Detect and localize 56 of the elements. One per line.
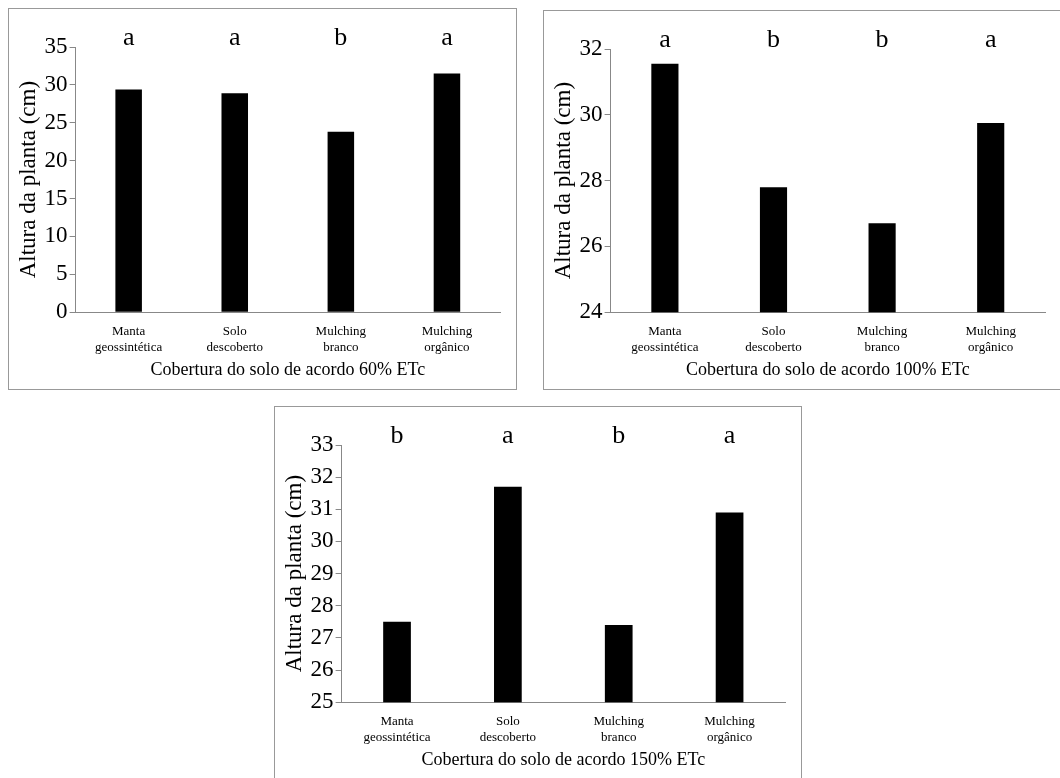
annotation: b bbox=[390, 419, 404, 449]
y-tick-label: 25 bbox=[310, 688, 334, 714]
annotation: a bbox=[984, 23, 997, 53]
x-tick-label: Solo descoberto bbox=[206, 323, 263, 355]
y-axis-title: Altura da planta (cm) bbox=[280, 474, 306, 673]
annotation: a bbox=[723, 419, 736, 449]
y-tick-label: 10 bbox=[44, 222, 68, 248]
y-tick-label: 20 bbox=[44, 146, 68, 172]
y-tick-label: 30 bbox=[579, 100, 603, 126]
x-axis-title: Cobertura do solo de acordo 100% ETc bbox=[685, 358, 970, 379]
y-tick-label: 26 bbox=[579, 232, 603, 258]
x-tick-label: Mulching orgânico bbox=[965, 323, 1017, 355]
annotation: a bbox=[228, 21, 241, 51]
annotation: a bbox=[441, 21, 454, 51]
y-tick-label: 32 bbox=[310, 463, 334, 489]
y-axis-title: Altura da planta (cm) bbox=[14, 80, 40, 279]
x-axis-title: Cobertura do solo de acordo 60% ETc bbox=[150, 358, 426, 379]
y-tick-label: 32 bbox=[579, 35, 603, 61]
y-tick-label: 24 bbox=[579, 298, 604, 324]
annotation: b bbox=[612, 419, 626, 449]
x-axis-title: Cobertura do solo de acordo 150% ETc bbox=[421, 748, 706, 769]
annotation: b bbox=[767, 23, 780, 53]
x-tick-label: Solo descoberto bbox=[745, 323, 802, 355]
x-tick-label: Manta geossintética bbox=[363, 713, 431, 745]
annotation: a bbox=[659, 23, 672, 53]
y-tick-label: 29 bbox=[310, 559, 334, 585]
y-tick-label: 31 bbox=[310, 495, 334, 521]
y-tick-label: 35 bbox=[44, 33, 68, 59]
x-tick-label: Solo descoberto bbox=[479, 713, 537, 745]
bar bbox=[115, 89, 142, 312]
bar bbox=[221, 93, 249, 312]
y-tick-label: 33 bbox=[310, 431, 334, 457]
bar bbox=[433, 73, 461, 312]
y-tick-label: 15 bbox=[44, 184, 68, 210]
annotation: b bbox=[334, 21, 348, 51]
bar bbox=[327, 131, 355, 312]
annotation: a bbox=[122, 21, 135, 51]
x-tick-label: Mulching branco bbox=[315, 323, 367, 355]
x-tick-label: Mulching branco bbox=[593, 713, 645, 745]
y-tick-label: 5 bbox=[56, 260, 68, 286]
x-tick-label: Mulching branco bbox=[856, 323, 908, 355]
y-tick-label: 26 bbox=[310, 656, 334, 682]
x-tick-label: Manta geossintética bbox=[631, 323, 699, 355]
y-tick-label: 27 bbox=[310, 623, 334, 649]
x-tick-label: Mulching orgânico bbox=[704, 713, 756, 745]
y-tick-label: 28 bbox=[310, 591, 334, 617]
y-tick-label: 30 bbox=[44, 70, 68, 96]
annotation: b bbox=[875, 23, 889, 53]
annotation: a bbox=[502, 419, 515, 449]
y-tick-label: 0 bbox=[56, 298, 68, 324]
y-tick-label: 25 bbox=[44, 108, 68, 134]
x-tick-label: Mulching orgânico bbox=[421, 323, 473, 355]
y-tick-label: 30 bbox=[310, 527, 334, 553]
y-tick-label: 28 bbox=[579, 166, 603, 192]
x-tick-label: Manta geossintética bbox=[95, 323, 163, 355]
y-axis-title: Altura da planta (cm) bbox=[549, 81, 575, 280]
